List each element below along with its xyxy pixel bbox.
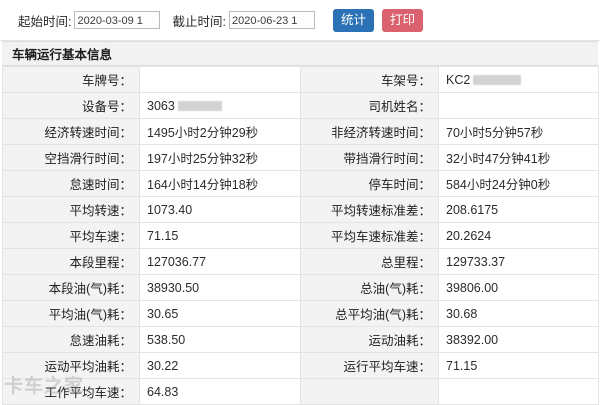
row-label-left: 运动平均油耗： <box>2 352 140 379</box>
row-label-left: 设备号： <box>2 92 140 119</box>
row-label-right: 总油(气)耗： <box>300 274 439 301</box>
row-label-left: 车牌号： <box>2 66 140 93</box>
row-label-left: 平均转速： <box>2 196 140 223</box>
row-value-right: 208.6175 <box>438 196 599 223</box>
table-row: 平均转速： 1073.40 平均转速标准差： 208.6175 <box>2 196 599 223</box>
row-label-left: 怠速时间： <box>2 170 140 197</box>
table-row: 本段里程： 127036.77 总里程： 129733.37 <box>2 248 599 275</box>
row-label-left: 怠速油耗： <box>2 326 140 353</box>
row-value-left <box>139 66 301 93</box>
row-value-right <box>438 92 599 119</box>
table-row: 空挡滑行时间： 197小时25分钟32秒 带挡滑行时间： 32小时47分钟41秒 <box>2 144 599 171</box>
row-value-left: 1073.40 <box>139 196 301 223</box>
row-value-left: 38930.50 <box>139 274 301 301</box>
row-label-left: 平均油(气)耗： <box>2 300 140 327</box>
end-time-label: 截止时间: <box>172 14 226 29</box>
row-value-right: KC2 <box>438 66 599 93</box>
row-label-left: 本段里程： <box>2 248 140 275</box>
row-value-right: 20.2624 <box>438 222 599 249</box>
print-button[interactable]: 打印 <box>381 8 423 32</box>
table-row: 怠速时间： 164小时14分钟18秒 停车时间： 584小时24分钟0秒 <box>2 170 599 197</box>
table-row: 设备号： 3063 司机姓名： <box>2 92 599 119</box>
row-label-left: 经济转速时间： <box>2 118 140 145</box>
row-label-right: 运行平均车速： <box>300 352 439 379</box>
row-label-right: 运动油耗： <box>300 326 439 353</box>
row-value-left: 1495小时2分钟29秒 <box>139 118 301 145</box>
row-value-right: 584小时24分钟0秒 <box>438 170 599 197</box>
table-row: 平均油(气)耗： 30.65 总平均油(气)耗： 30.68 <box>2 300 599 327</box>
row-label-right: 总平均油(气)耗： <box>300 300 439 327</box>
row-value-left: 30.65 <box>139 300 301 327</box>
row-value-right: 38392.00 <box>438 326 599 353</box>
row-value-right <box>438 378 599 405</box>
row-label-right <box>300 378 439 405</box>
row-value-left: 30.22 <box>139 352 301 379</box>
row-value-left: 538.50 <box>139 326 301 353</box>
start-time-label: 起始时间: <box>18 14 72 29</box>
row-label-left: 空挡滑行时间： <box>2 144 140 171</box>
panel-title: 车辆运行基本信息 <box>2 41 598 66</box>
table-row: 本段油(气)耗： 38930.50 总油(气)耗： 39806.00 <box>2 274 599 301</box>
redacted-device-number <box>177 101 222 112</box>
row-label-right: 司机姓名： <box>300 92 439 119</box>
row-value-right: 32小时47分钟41秒 <box>438 144 599 171</box>
table-row: 运动平均油耗： 30.22 运行平均车速： 71.15 <box>2 352 599 379</box>
row-label-right: 带挡滑行时间： <box>300 144 439 171</box>
table-row: 怠速油耗： 538.50 运动油耗： 38392.00 <box>2 326 599 353</box>
table-row: 经济转速时间： 1495小时2分钟29秒 非经济转速时间： 70小时5分钟57秒 <box>2 118 599 145</box>
row-value-left: 127036.77 <box>139 248 301 275</box>
table-row: 车牌号： 车架号： KC2 <box>2 66 599 93</box>
row-value-left: 197小时25分钟32秒 <box>139 144 301 171</box>
row-label-right: 车架号： <box>300 66 439 93</box>
row-value-left: 64.83 <box>139 378 301 405</box>
query-toolbar: 起始时间: 2020-03-09 1 截止时间: 2020-06-23 1 统计… <box>0 0 600 41</box>
row-value-left: 3063 <box>139 92 301 119</box>
end-time-input[interactable]: 2020-06-23 1 <box>228 11 315 29</box>
row-value-left: 71.15 <box>139 222 301 249</box>
vehicle-info-table: 车牌号： 车架号： KC2 设备号： 3063 司机姓名： 经济转速时间： 1495小时2分钟… <box>2 66 599 405</box>
redacted-vin <box>473 75 522 86</box>
row-value-right: 129733.37 <box>438 248 599 275</box>
table-row: 工作平均车速： 64.83 <box>2 378 599 405</box>
row-label-left: 平均车速： <box>2 222 140 249</box>
row-label-right: 平均转速标准差： <box>300 196 439 223</box>
row-label-right: 停车时间： <box>300 170 439 197</box>
row-label-right: 总里程： <box>300 248 439 275</box>
row-value-right: 39806.00 <box>438 274 599 301</box>
start-time-input[interactable]: 2020-03-09 1 <box>74 11 161 29</box>
row-value-right: 70小时5分钟57秒 <box>438 118 599 145</box>
row-label-left: 工作平均车速： <box>2 378 140 405</box>
row-value-right: 71.15 <box>438 352 599 379</box>
row-value-right: 30.68 <box>438 300 599 327</box>
row-label-right: 平均车速标准差： <box>300 222 439 249</box>
table-row: 平均车速： 71.15 平均车速标准差： 20.2624 <box>2 222 599 249</box>
row-label-right: 非经济转速时间： <box>300 118 439 145</box>
row-value-left: 164小时14分钟18秒 <box>139 170 301 197</box>
statistics-button[interactable]: 统计 <box>332 8 374 32</box>
row-label-left: 本段油(气)耗： <box>2 274 140 301</box>
